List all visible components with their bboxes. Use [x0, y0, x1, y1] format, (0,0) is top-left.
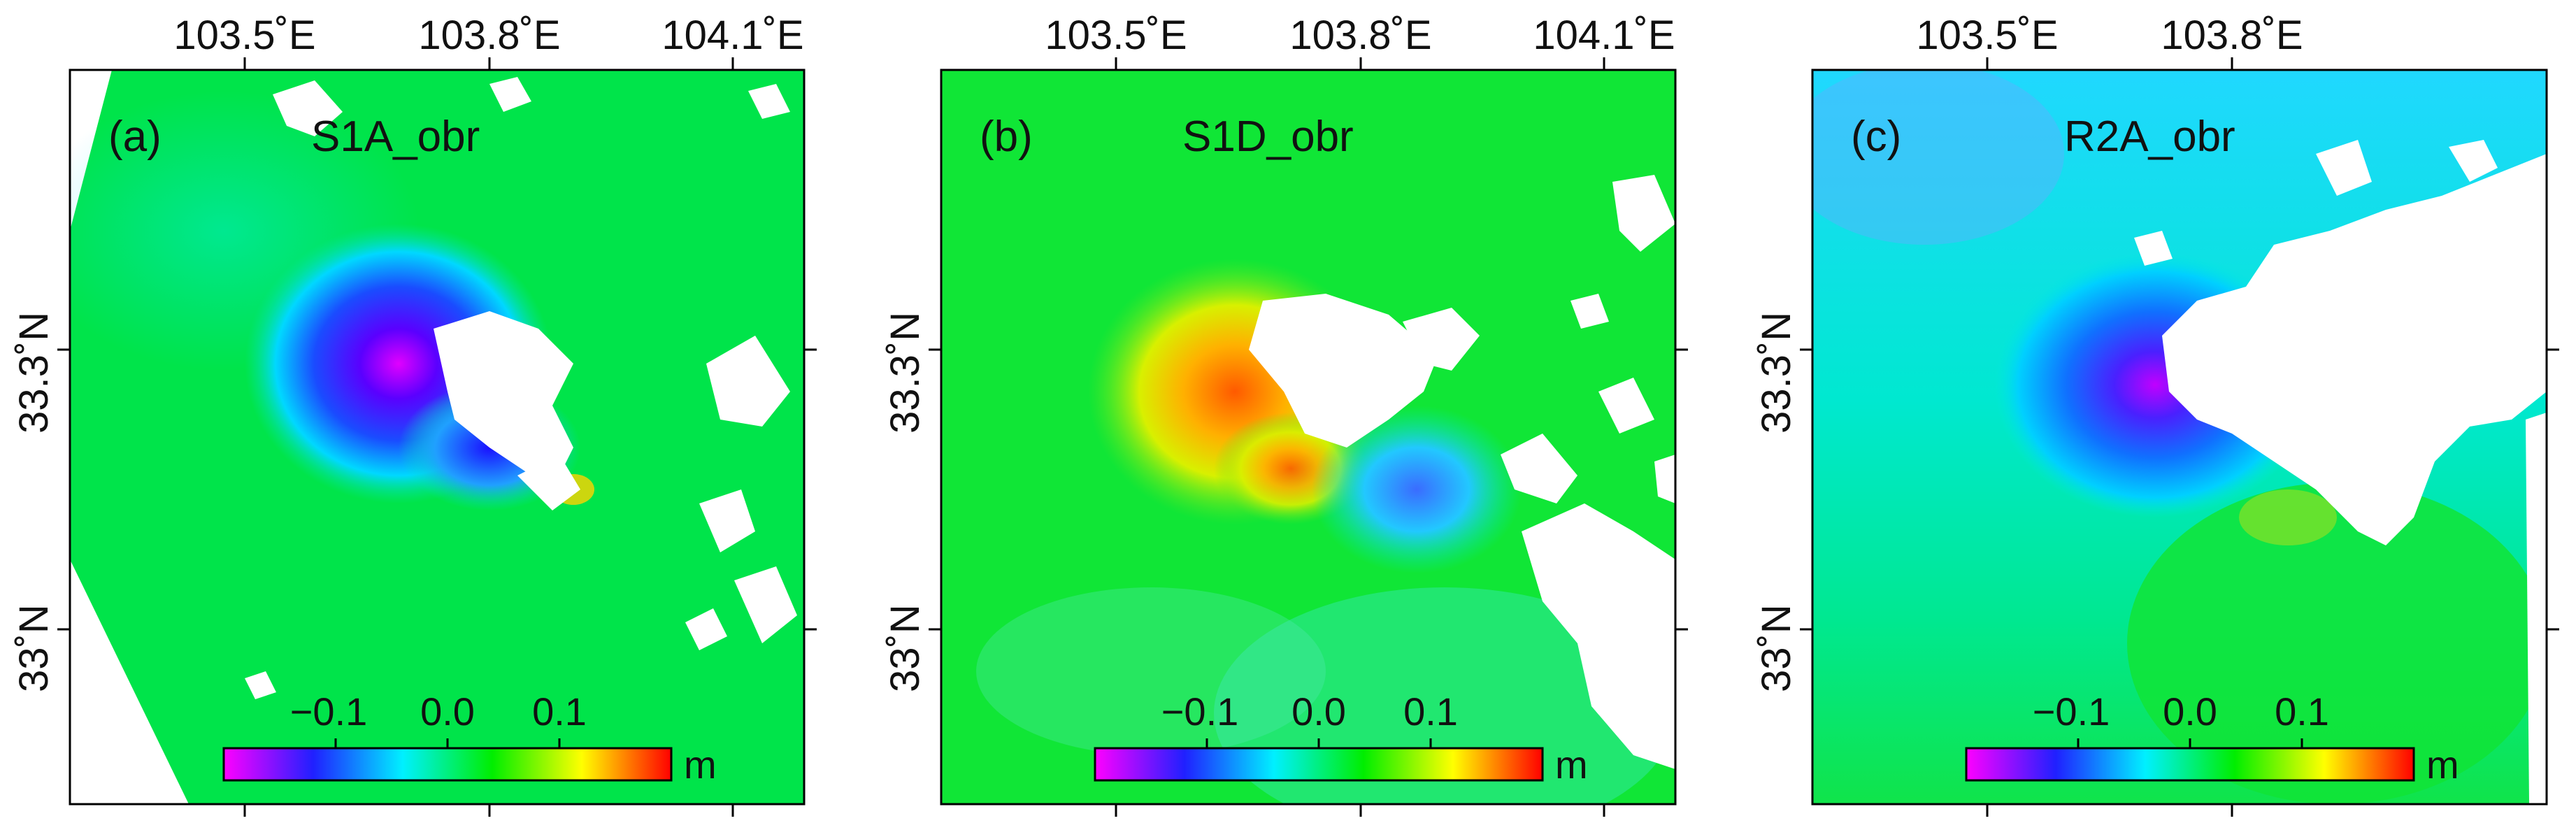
- lat-tick-label: 33.3˚N: [11, 311, 57, 434]
- colorbar-tick-label: −0.1: [2032, 689, 2110, 734]
- lon-tick-label: 104.1˚E: [661, 13, 804, 58]
- colorbar-ramp: [1094, 747, 1544, 782]
- lat-tick-label: 33˚N: [11, 604, 57, 692]
- colorbar-ramp: [1965, 747, 2415, 782]
- colorbar-unit: m: [1555, 743, 1588, 787]
- panel-s1d: 103.5˚E 103.8˚E 104.1˚E 33.3˚N 33˚N (b) …: [871, 0, 1738, 837]
- colorbar-tick-label: −0.1: [289, 689, 368, 734]
- no-data-patch: [1249, 294, 1438, 448]
- panel-r2a: 103.5˚E 103.8˚E 33.3˚N 33˚N (c) R2A_obr …: [1743, 0, 2576, 837]
- lon-tick-label: 103.8˚E: [2161, 13, 2303, 58]
- colorbar-tick-label: 0.0: [1291, 689, 1346, 734]
- lon-tick-label: 103.8˚E: [418, 13, 561, 58]
- lon-tick-label: 104.1˚E: [1533, 13, 1675, 58]
- map-frame: [69, 69, 806, 806]
- map-s1a: [57, 57, 817, 817]
- colorbar-tick-label: −0.1: [1161, 689, 1239, 734]
- lon-tick-label: 103.5˚E: [173, 13, 316, 58]
- colorbar-tick-label: 0.0: [2163, 689, 2217, 734]
- lat-tick-label: 33.3˚N: [882, 311, 928, 434]
- colorbar-unit: m: [684, 743, 717, 787]
- colorbar-tick-label: 0.1: [2275, 689, 2329, 734]
- map-frame: [1811, 69, 2548, 806]
- map-frame: [940, 69, 1677, 806]
- colorbar-tick-label: 0.0: [420, 689, 475, 734]
- panel-title: S1D_obr: [1182, 113, 1354, 161]
- panel-tag: (c): [1851, 113, 1902, 161]
- map-r2a: [1800, 57, 2559, 817]
- panel-tag: (b): [980, 113, 1033, 161]
- no-data-patch: [434, 311, 573, 489]
- lat-tick-label: 33˚N: [882, 604, 928, 692]
- lat-tick-label: 33.3˚N: [1754, 311, 1799, 434]
- panel-title: S1A_obr: [311, 113, 480, 161]
- panel-title: R2A_obr: [2064, 113, 2235, 161]
- lon-tick-label: 103.8˚E: [1289, 13, 1432, 58]
- panel-tag: (a): [108, 113, 162, 161]
- colorbar-unit: m: [2426, 743, 2459, 787]
- no-data-patch: [2162, 154, 2547, 545]
- panel-s1a: 103.5˚E 103.8˚E 104.1˚E 33.3˚N 33˚N (a) …: [0, 0, 867, 837]
- map-s1d: [929, 57, 1688, 817]
- colorbar-tick-label: 0.1: [532, 689, 587, 734]
- lon-tick-label: 103.5˚E: [1045, 13, 1187, 58]
- colorbar-tick-label: 0.1: [1403, 689, 1458, 734]
- colorbar-ramp: [222, 747, 673, 782]
- lon-tick-label: 103.5˚E: [1916, 13, 2059, 58]
- lat-tick-label: 33˚N: [1754, 604, 1799, 692]
